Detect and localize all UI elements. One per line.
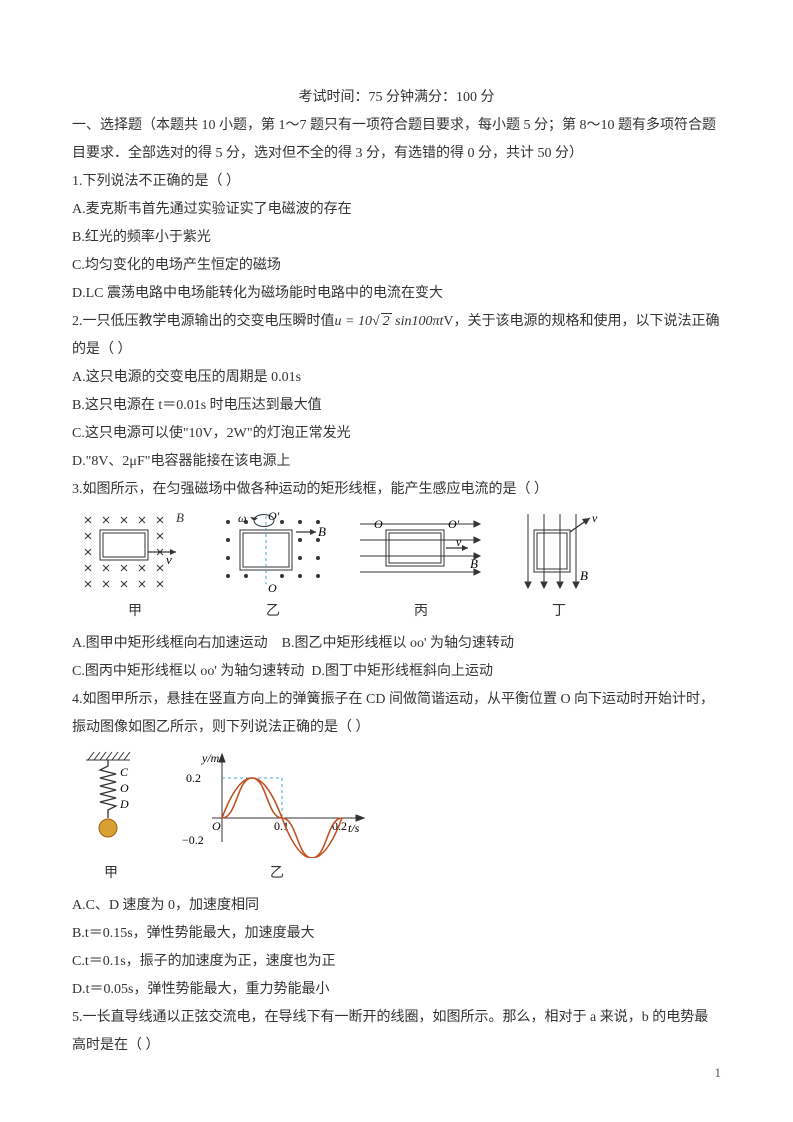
q3-yi-omega: ω <box>238 511 246 525</box>
q1-optD: D.LC 震荡电路中电场能转化为磁场能时电路中的电流在变大 <box>72 280 721 308</box>
q2-optC: C.这只电源可以使"10V，2W"的灯泡正常发光 <box>72 420 721 448</box>
q2-stem-pre: 2.一只低压教学电源输出的交变电压瞬时值 <box>72 314 335 329</box>
q3-yi-B: B <box>318 524 326 539</box>
q4-optB: B.t＝0.15s，弹性势能最大，加速度最大 <box>72 920 721 948</box>
q4-graph-svg: 0.2 −0.2 O 0.1 0.2 y/m t/s <box>182 748 372 858</box>
q3-bing-B: B <box>470 556 478 571</box>
q4-stem: 4.如图甲所示，悬挂在竖直方向上的弹簧振子在 CD 间做简谐运动，从平衡位置 O… <box>72 686 721 742</box>
q4-graph-label: 乙 <box>270 860 284 888</box>
q3-optAB: A.图甲中矩形线框向右加速运动 B.图乙中矩形线框以 oo' 为轴匀速转动 <box>72 630 721 658</box>
q3-B: B.图乙中矩形线框以 oo' 为轴匀速转动 <box>282 636 514 651</box>
q2-tail: sin100πt <box>392 314 444 329</box>
section1-title: 一、选择题（本题共 10 小题，第 1～7 题只有一项符合题目要求，每小题 5 … <box>72 112 721 168</box>
q3-figure-row: B <box>80 510 721 626</box>
q4-spring-D: D <box>119 797 129 811</box>
q4-optC: C.t＝0.1s，振子的加速度为正，速度也为正 <box>72 948 721 976</box>
q4-optD: D.t＝0.05s，弹性势能最大，重力势能最小 <box>72 976 721 1004</box>
q4-fig-spring: C O D 甲 <box>80 748 142 888</box>
q3-fig-jia-svg: B <box>80 510 190 596</box>
q3-bing-O: O <box>374 517 383 531</box>
q4-spring-label: 甲 <box>104 860 118 888</box>
q2-rad: 2 <box>381 313 392 329</box>
q3-A: A.图甲中矩形线框向右加速运动 <box>72 636 268 651</box>
q4-graph-ymin: −0.2 <box>182 833 204 847</box>
q5-stem: 5.一长直导线通以正弦交流电，在导线下有一断开的线圈，如图所示。那么，相对于 a… <box>72 1004 721 1060</box>
q4-optA: A.C、D 速度为 0，加速度相同 <box>72 892 721 920</box>
q1-optC: C.均匀变化的电场产生恒定的磁场 <box>72 252 721 280</box>
sqrt-icon: √2 <box>372 308 392 336</box>
q3-optCD: C.图丙中矩形线框以 oo' 为轴匀速转动 D.图丁中矩形线框斜向上运动 <box>72 658 721 686</box>
q3-bing-Op: O' <box>448 517 460 531</box>
exam-info: 考试时间：75 分钟满分：100 分 <box>72 84 721 112</box>
q3-fig-bing: O O' v B 丙 <box>356 510 486 626</box>
q3-jia-v: v <box>166 552 172 567</box>
q4-graph-ylabel: y/m <box>201 751 220 765</box>
q2-stem: 2.一只低压教学电源输出的交变电压瞬时值u = 10√2 sin100πtV，关… <box>72 308 721 364</box>
q3-C: C.图丙中矩形线框以 oo' 为轴匀速转动 <box>72 664 304 679</box>
q4-figure-row: C O D 甲 0.2 −0.2 O 0.1 0.2 y/m t/s <box>80 748 721 888</box>
q4-fig-graph: 0.2 −0.2 O 0.1 0.2 y/m t/s 乙 <box>182 748 372 888</box>
q4-spring-O: O <box>120 781 129 795</box>
q3-yi-O: O <box>268 581 277 595</box>
q3-stem: 3.如图所示，在匀强磁场中做各种运动的矩形线框，能产生感应电流的是（ ） <box>72 476 721 504</box>
q1-optB: B.红光的频率小于紫光 <box>72 224 721 252</box>
q3-fig-ding: v B 丁 <box>514 510 604 626</box>
q2-formula: u = 10√2 sin100πt <box>335 314 444 329</box>
q3-D: D.图丁中矩形线框斜向上运动 <box>311 664 493 679</box>
q3-ding-v: v <box>592 511 598 525</box>
q2-u: u <box>335 314 342 329</box>
q2-optD: D."8V、2μF"电容器能接在该电源上 <box>72 448 721 476</box>
q2-optB: B.这只电源在 t＝0.01s 时电压达到最大值 <box>72 392 721 420</box>
q3-ding-B: B <box>580 568 588 583</box>
q4-spring-svg: C O D <box>80 748 142 858</box>
q4-graph-xlabel: t/s <box>348 821 360 835</box>
q4-graph-O: O <box>212 819 221 833</box>
page-number: 1 <box>715 1060 722 1086</box>
q3-ding-label: 丁 <box>552 598 566 626</box>
q2-optA: A.这只电源的交变电压的周期是 0.01s <box>72 364 721 392</box>
q3-fig-ding-svg: v B <box>514 510 604 596</box>
q1-optA: A.麦克斯韦首先通过实验证实了电磁波的存在 <box>72 196 721 224</box>
q3-jia-B: B <box>176 510 184 525</box>
q3-fig-yi-svg: O' O ω B <box>218 510 328 596</box>
q3-yi-label: 乙 <box>266 598 280 626</box>
q4-graph-ymax: 0.2 <box>186 771 201 785</box>
q1-stem: 1.下列说法不正确的是（ ） <box>72 168 721 196</box>
q3-fig-jia: B <box>80 510 190 626</box>
q3-jia-label: 甲 <box>128 598 142 626</box>
q3-bing-label: 丙 <box>414 598 428 626</box>
q2-unit: V <box>443 314 453 329</box>
q4-spring-C: C <box>120 765 129 779</box>
q3-bing-v: v <box>456 535 462 549</box>
q3-fig-bing-svg: O O' v B <box>356 510 486 596</box>
q3-fig-yi: O' O ω B 乙 <box>218 510 328 626</box>
q2-eq: = 10 <box>342 314 372 329</box>
